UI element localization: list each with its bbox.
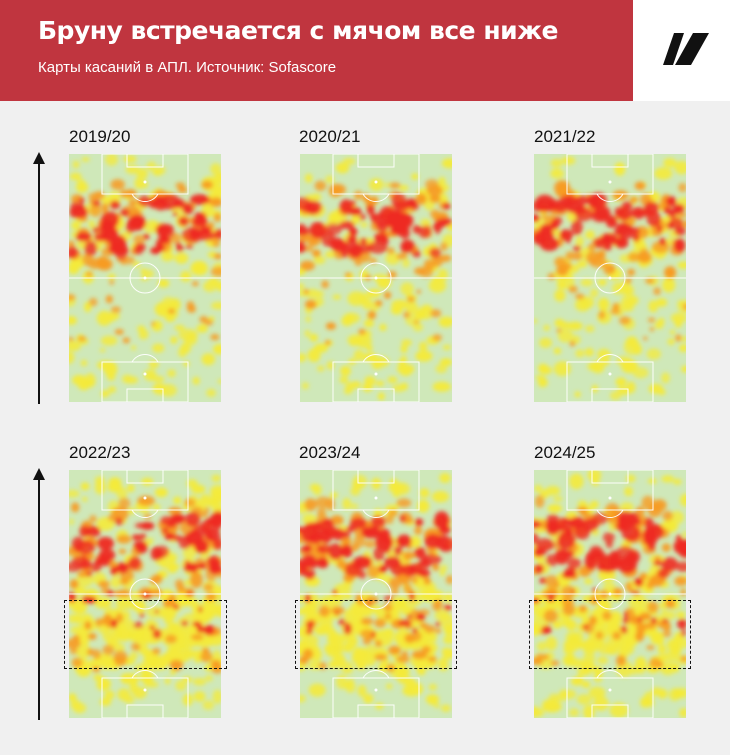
low-zone-box-2023-24 — [295, 600, 457, 669]
heatmap-pitch-2024-25 — [534, 470, 686, 718]
heatmap-pitch-2023-24 — [300, 470, 452, 718]
page-subtitle: Карты касаний в АПЛ. Источник: Sofascore — [38, 59, 337, 76]
logo-box — [633, 0, 730, 101]
heatmap-pitch-2021-22 — [534, 154, 686, 402]
season-label-2023-24: 2023/24 — [299, 443, 361, 462]
heatmap-pitch-2020-21 — [300, 154, 452, 402]
direction-arrow-top — [33, 152, 45, 404]
season-label-2020-21: 2020/21 — [299, 127, 361, 146]
heatmap-pitch-2019-20 — [69, 154, 221, 402]
heatmap-pitch-2022-23 — [69, 470, 221, 718]
page-title: Бруну встречается с мячом все ниже — [38, 16, 558, 45]
direction-arrow-bottom — [33, 468, 45, 720]
season-label-2019-20: 2019/20 — [69, 127, 131, 146]
season-label-2021-22: 2021/22 — [534, 127, 596, 146]
publication-logo-icon — [663, 33, 709, 65]
season-label-2024-25: 2024/25 — [534, 443, 596, 462]
header-banner: Бруну встречается с мячом все ниже Карты… — [0, 0, 633, 101]
low-zone-box-2022-23 — [64, 600, 227, 669]
season-label-2022-23: 2022/23 — [69, 443, 131, 462]
low-zone-box-2024-25 — [529, 600, 691, 669]
